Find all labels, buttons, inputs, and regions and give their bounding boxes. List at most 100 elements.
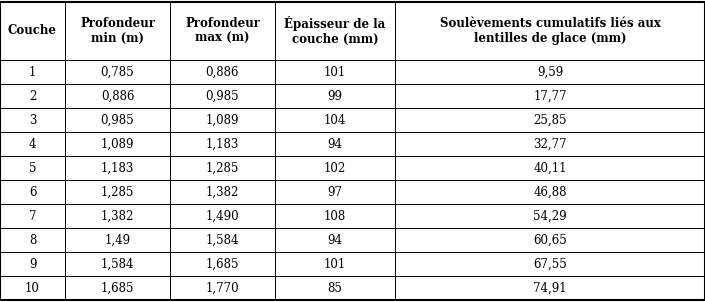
Bar — [275, 252, 395, 276]
Bar — [65, 276, 170, 300]
Text: 99: 99 — [328, 89, 343, 102]
Text: 40,11: 40,11 — [533, 162, 567, 175]
Bar — [65, 252, 170, 276]
Text: 1,089: 1,089 — [101, 137, 134, 150]
Bar — [395, 204, 705, 228]
Bar — [275, 108, 395, 132]
Bar — [395, 108, 705, 132]
Bar — [275, 228, 395, 252]
Bar — [65, 2, 170, 60]
Text: 32,77: 32,77 — [533, 137, 567, 150]
Text: 1,770: 1,770 — [206, 281, 239, 294]
Text: 17,77: 17,77 — [533, 89, 567, 102]
Bar — [170, 156, 275, 180]
Text: 25,85: 25,85 — [533, 114, 567, 127]
Bar — [170, 132, 275, 156]
Bar — [0, 252, 65, 276]
Text: 8: 8 — [29, 233, 36, 246]
Bar — [275, 180, 395, 204]
Text: 0,785: 0,785 — [101, 66, 135, 79]
Bar — [65, 228, 170, 252]
Bar — [65, 108, 170, 132]
Text: 108: 108 — [324, 210, 346, 223]
Text: 1,089: 1,089 — [206, 114, 239, 127]
Bar — [0, 228, 65, 252]
Bar — [170, 204, 275, 228]
Text: 1,685: 1,685 — [101, 281, 134, 294]
Text: 0,985: 0,985 — [206, 89, 239, 102]
Bar — [65, 204, 170, 228]
Text: 97: 97 — [328, 185, 343, 198]
Bar — [395, 2, 705, 60]
Text: 1: 1 — [29, 66, 36, 79]
Bar — [0, 180, 65, 204]
Bar — [395, 252, 705, 276]
Text: 1,584: 1,584 — [206, 233, 239, 246]
Text: 4: 4 — [29, 137, 36, 150]
Bar — [275, 156, 395, 180]
Bar — [275, 60, 395, 84]
Text: 10: 10 — [25, 281, 40, 294]
Text: 0,985: 0,985 — [101, 114, 135, 127]
Bar — [275, 276, 395, 300]
Text: 2: 2 — [29, 89, 36, 102]
Text: 60,65: 60,65 — [533, 233, 567, 246]
Text: 1,49: 1,49 — [104, 233, 130, 246]
Bar — [170, 60, 275, 84]
Bar — [395, 276, 705, 300]
Bar — [0, 156, 65, 180]
Bar — [170, 180, 275, 204]
Bar — [170, 2, 275, 60]
Text: 5: 5 — [29, 162, 36, 175]
Text: 1,584: 1,584 — [101, 258, 134, 271]
Bar — [275, 132, 395, 156]
Bar — [170, 228, 275, 252]
Bar — [65, 132, 170, 156]
Text: Soulèvements cumulatifs liés aux
lentilles de glace (mm): Soulèvements cumulatifs liés aux lentill… — [439, 17, 661, 45]
Bar — [170, 276, 275, 300]
Bar — [0, 108, 65, 132]
Text: 104: 104 — [324, 114, 346, 127]
Bar — [170, 84, 275, 108]
Bar — [395, 60, 705, 84]
Text: 94: 94 — [328, 137, 343, 150]
Text: 1,685: 1,685 — [206, 258, 239, 271]
Text: 0,886: 0,886 — [101, 89, 134, 102]
Text: 3: 3 — [29, 114, 36, 127]
Bar — [65, 84, 170, 108]
Text: Couche: Couche — [8, 24, 57, 37]
Text: 6: 6 — [29, 185, 36, 198]
Text: 67,55: 67,55 — [533, 258, 567, 271]
Text: 7: 7 — [29, 210, 36, 223]
Text: 1,183: 1,183 — [101, 162, 134, 175]
Bar — [0, 276, 65, 300]
Text: 54,29: 54,29 — [533, 210, 567, 223]
Bar — [275, 84, 395, 108]
Bar — [0, 60, 65, 84]
Bar — [0, 132, 65, 156]
Text: 101: 101 — [324, 66, 346, 79]
Text: Épaisseur de la
couche (mm): Épaisseur de la couche (mm) — [284, 16, 386, 46]
Text: 94: 94 — [328, 233, 343, 246]
Bar — [395, 132, 705, 156]
Bar — [0, 84, 65, 108]
Text: 1,382: 1,382 — [101, 210, 134, 223]
Text: 46,88: 46,88 — [533, 185, 567, 198]
Bar — [65, 156, 170, 180]
Text: Profondeur
max (m): Profondeur max (m) — [185, 17, 260, 45]
Bar — [65, 60, 170, 84]
Bar — [395, 228, 705, 252]
Text: 1,382: 1,382 — [206, 185, 239, 198]
Bar — [395, 84, 705, 108]
Text: 85: 85 — [328, 281, 343, 294]
Text: Profondeur
min (m): Profondeur min (m) — [80, 17, 155, 45]
Bar — [0, 2, 65, 60]
Text: 101: 101 — [324, 258, 346, 271]
Bar — [275, 204, 395, 228]
Text: 0,886: 0,886 — [206, 66, 239, 79]
Bar — [65, 180, 170, 204]
Text: 1,285: 1,285 — [206, 162, 239, 175]
Bar — [0, 204, 65, 228]
Bar — [395, 180, 705, 204]
Text: 102: 102 — [324, 162, 346, 175]
